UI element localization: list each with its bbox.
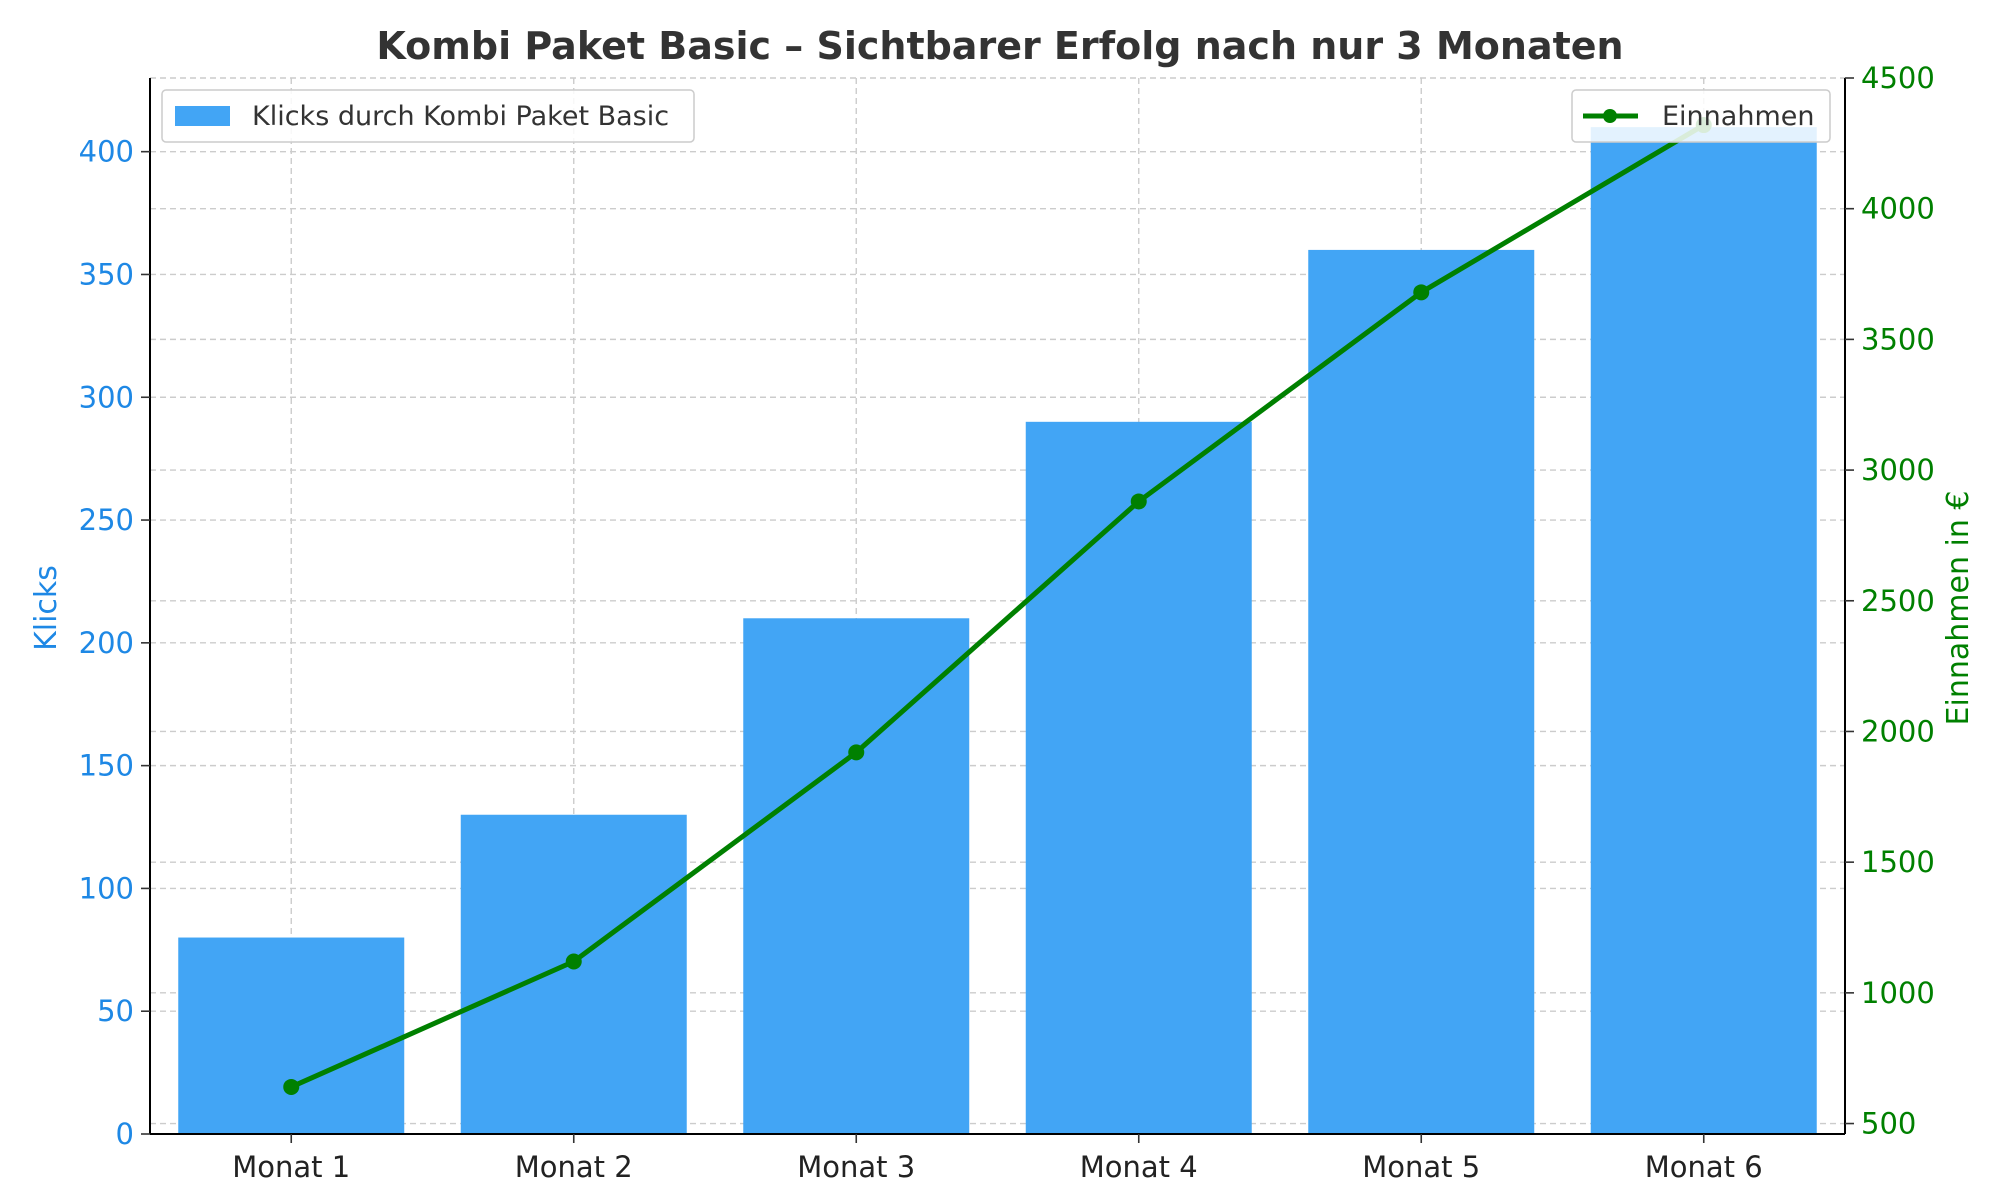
chart-title: Kombi Paket Basic – Sichtbarer Erfolg na… (376, 24, 1623, 68)
y-right-tick-label: 2000 (1861, 714, 1935, 748)
legend-bar-label: Klicks durch Kombi Paket Basic (252, 101, 669, 132)
y-axis-right-label: Einnahmen in € (1941, 491, 1976, 726)
line-path (288, 122, 1707, 1090)
y-left-tick-label: 0 (116, 1117, 134, 1151)
axes: 0 50 100 150 200 250 300 350 400 500 1000 1500 2000 2… (79, 61, 1935, 1184)
y-left-tick-label: 200 (79, 626, 134, 660)
legend-line: Einnahmen (1571, 89, 1831, 143)
line-point (565, 953, 582, 970)
y-right-tick-label: 500 (1861, 1107, 1916, 1141)
x-tick-label: Monat 3 (797, 1150, 915, 1184)
x-tick-label: Monat 6 (1645, 1150, 1763, 1184)
y-axis-left-label: Klicks (29, 565, 64, 651)
y-left-tick-label: 50 (97, 994, 134, 1028)
x-tick-label: Monat 2 (515, 1150, 633, 1184)
legend-line-marker (1603, 109, 1617, 123)
legend-bars-frame (161, 89, 695, 143)
bar (460, 814, 687, 1134)
y-left-tick-label: 100 (79, 871, 134, 905)
bar (1590, 127, 1817, 1135)
line-point (1413, 284, 1430, 301)
y-left-tick-label: 300 (79, 380, 134, 414)
x-tick-label: Monat 4 (1080, 1150, 1198, 1184)
y-right-tick-label: 1000 (1861, 976, 1935, 1010)
bar (1308, 249, 1535, 1134)
bar (1025, 421, 1252, 1134)
y-left-tick-label: 350 (79, 257, 134, 291)
y-left-tick-label: 400 (79, 135, 134, 169)
y-right-tick-label: 4500 (1861, 61, 1935, 95)
y-right-tick-label: 3000 (1861, 453, 1935, 487)
y-right-tick-label: 4000 (1861, 192, 1935, 226)
x-tick-label: Monat 5 (1362, 1150, 1480, 1184)
line-point (283, 1078, 300, 1095)
line-point (1130, 493, 1147, 510)
legend-line-frame (1571, 89, 1831, 143)
line-point (848, 744, 865, 761)
y-right-tick-label: 3500 (1861, 322, 1935, 356)
y-right-tick-label: 1500 (1861, 845, 1935, 879)
x-tick-label: Monat 1 (232, 1150, 350, 1184)
legend-bar-swatch (175, 106, 230, 126)
legend-bars: Klicks durch Kombi Paket Basic (161, 89, 695, 143)
bar (743, 618, 970, 1134)
y-left-tick-label: 150 (79, 749, 134, 783)
bar-series (178, 127, 1817, 1135)
y-left-tick-label: 250 (79, 503, 134, 537)
bar (178, 937, 405, 1134)
y-right-tick-label: 2500 (1861, 584, 1935, 618)
legend-line-label: Einnahmen (1662, 101, 1814, 132)
